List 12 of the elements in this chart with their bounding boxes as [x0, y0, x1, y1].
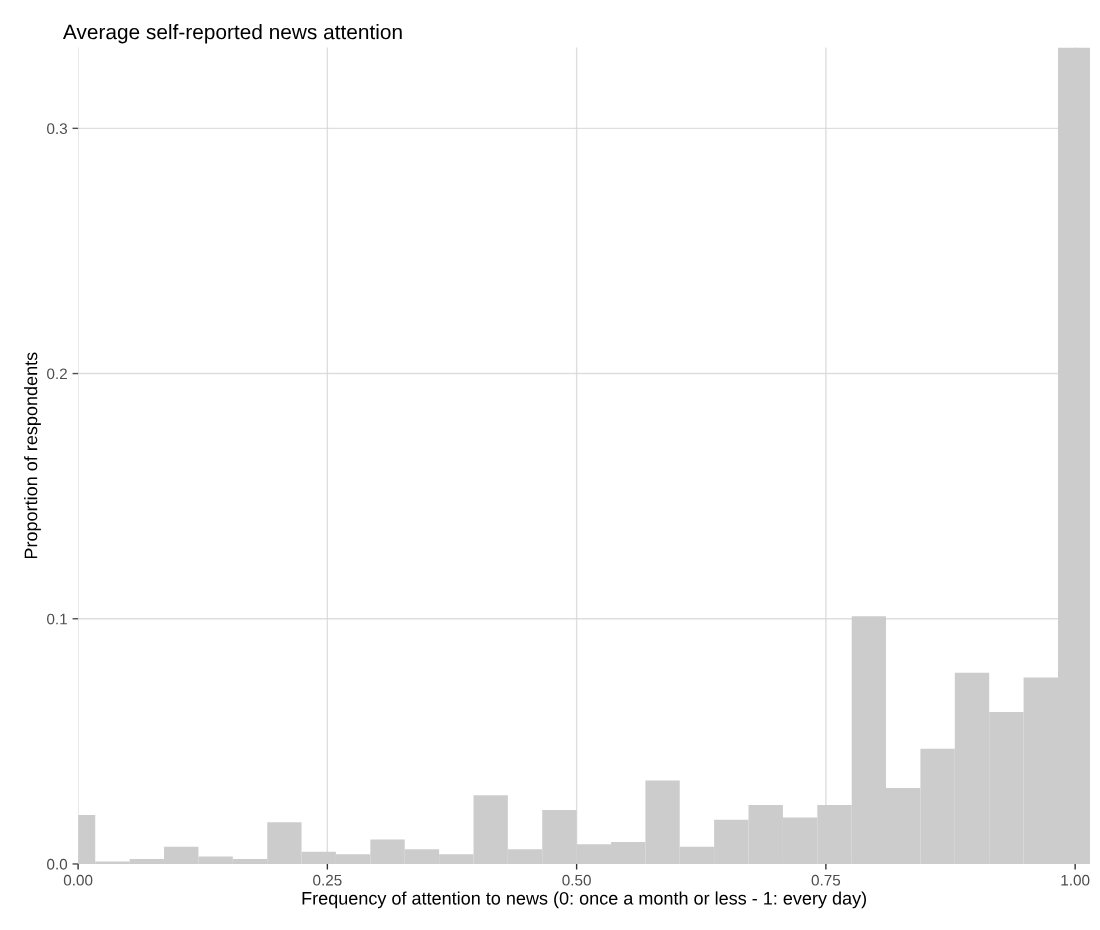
y-tick-label: 0.1	[47, 613, 67, 625]
y-tick-label: 0.0	[47, 858, 68, 870]
x-tick-label: 0.00	[63, 874, 93, 886]
y-tick-label: 0.3	[47, 123, 68, 135]
y-axis-title: Proportion of respondents	[24, 352, 41, 559]
x-axis-title: Frequency of attention to news (0: once a month or less - 1: every day)	[302, 891, 867, 909]
y-tick-label: 0.2	[47, 368, 67, 380]
x-tick-label: 0.25	[313, 874, 342, 886]
x-tick-label: 0.75	[811, 874, 841, 886]
chart-title: Average self-reported news attention	[62, 24, 402, 44]
x-tick-label: 0.50	[562, 874, 591, 886]
x-tick-label: 1.00	[1061, 874, 1090, 886]
